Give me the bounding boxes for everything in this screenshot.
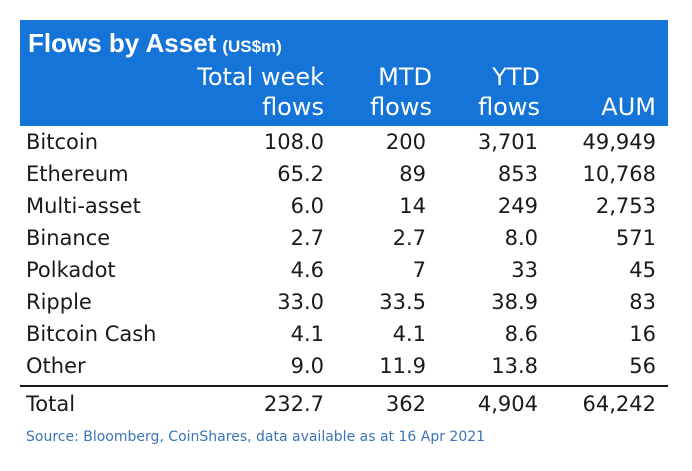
header-aum-line1: AUM [601,93,656,121]
table-row: Ethereum 65.2 89 853 10,768 [20,158,668,190]
asset-name: Ripple [26,290,92,314]
table-row: Bitcoin 108.0 200 3,701 49,949 [20,126,668,158]
mtd-flow: 4.1 [392,322,426,346]
aum-value: 10,768 [582,162,656,186]
table-row: Other 9.0 11.9 13.8 56 [20,350,668,382]
week-flow: 2.7 [290,226,324,250]
ytd-flow: 8.0 [504,226,538,250]
total-week-flow: 232.7 [263,392,324,416]
header-mtd-line2: flows [370,93,432,121]
header-ytd-line2: flows [478,93,540,121]
table-row: Ripple 33.0 33.5 38.9 83 [20,286,668,318]
ytd-flow: 13.8 [491,354,538,378]
total-divider [20,385,668,387]
asset-name: Multi-asset [26,194,141,218]
aum-value: 2,753 [595,194,656,218]
header-total-week-line2: flows [262,93,324,121]
header-total-week-line1: Total week [197,63,324,91]
mtd-flow: 2.7 [392,226,426,250]
title-text: Flows by Asset [28,28,217,58]
mtd-flow: 7 [412,258,426,282]
ytd-flow: 8.6 [504,322,538,346]
header-aum: AUM [601,92,656,122]
table-body: Bitcoin 108.0 200 3,701 49,949 Ethereum … [20,126,668,421]
mtd-flow: 200 [385,130,426,154]
mtd-flow: 89 [399,162,426,186]
mtd-flow: 11.9 [379,354,426,378]
total-ytd-flow: 4,904 [477,392,538,416]
header-mtd-line1: MTD [378,63,432,91]
week-flow: 65.2 [277,162,324,186]
asset-name: Ethereum [26,162,129,186]
asset-name: Polkadot [26,258,116,282]
aum-value: 56 [629,354,656,378]
table-row: Multi-asset 6.0 14 249 2,753 [20,190,668,222]
week-flow: 4.1 [290,322,324,346]
asset-name: Bitcoin [26,130,99,154]
table-row: Binance 2.7 2.7 8.0 571 [20,222,668,254]
title-unit: (US$m) [222,37,282,56]
asset-name: Bitcoin Cash [26,322,157,346]
flows-table: Flows by Asset (US$m) Total week flows MT… [20,20,668,445]
ytd-flow: 3,701 [477,130,538,154]
week-flow: 9.0 [290,354,324,378]
aum-value: 83 [629,290,656,314]
aum-value: 45 [629,258,656,282]
table-title: Flows by Asset (US$m) [28,28,282,59]
ytd-flow: 38.9 [491,290,538,314]
source-note: Source: Bloomberg, CoinShares, data avai… [26,429,486,445]
table-row: Bitcoin Cash 4.1 4.1 8.6 16 [20,318,668,350]
aum-value: 16 [629,322,656,346]
header-ytd-flows: YTD flows [478,62,540,122]
week-flow: 4.6 [290,258,324,282]
asset-name: Other [26,354,86,378]
total-aum: 64,242 [582,392,656,416]
week-flow: 33.0 [277,290,324,314]
table-header: Flows by Asset (US$m) Total week flows MT… [20,20,668,126]
week-flow: 6.0 [290,194,324,218]
header-total-week-flows: Total week flows [197,62,324,122]
ytd-flow: 853 [497,162,538,186]
asset-name: Binance [26,226,111,250]
week-flow: 108.0 [263,130,324,154]
header-mtd-flows: MTD flows [370,62,432,122]
header-ytd-line1: YTD [492,63,540,91]
total-mtd-flow: 362 [385,392,426,416]
ytd-flow: 249 [497,194,538,218]
mtd-flow: 14 [399,194,426,218]
aum-value: 571 [615,226,656,250]
table-row: Polkadot 4.6 7 33 45 [20,254,668,286]
total-row: Total 232.7 362 4,904 64,242 [20,387,668,421]
mtd-flow: 33.5 [379,290,426,314]
aum-value: 49,949 [582,130,656,154]
ytd-flow: 33 [511,258,538,282]
total-label: Total [26,392,76,416]
